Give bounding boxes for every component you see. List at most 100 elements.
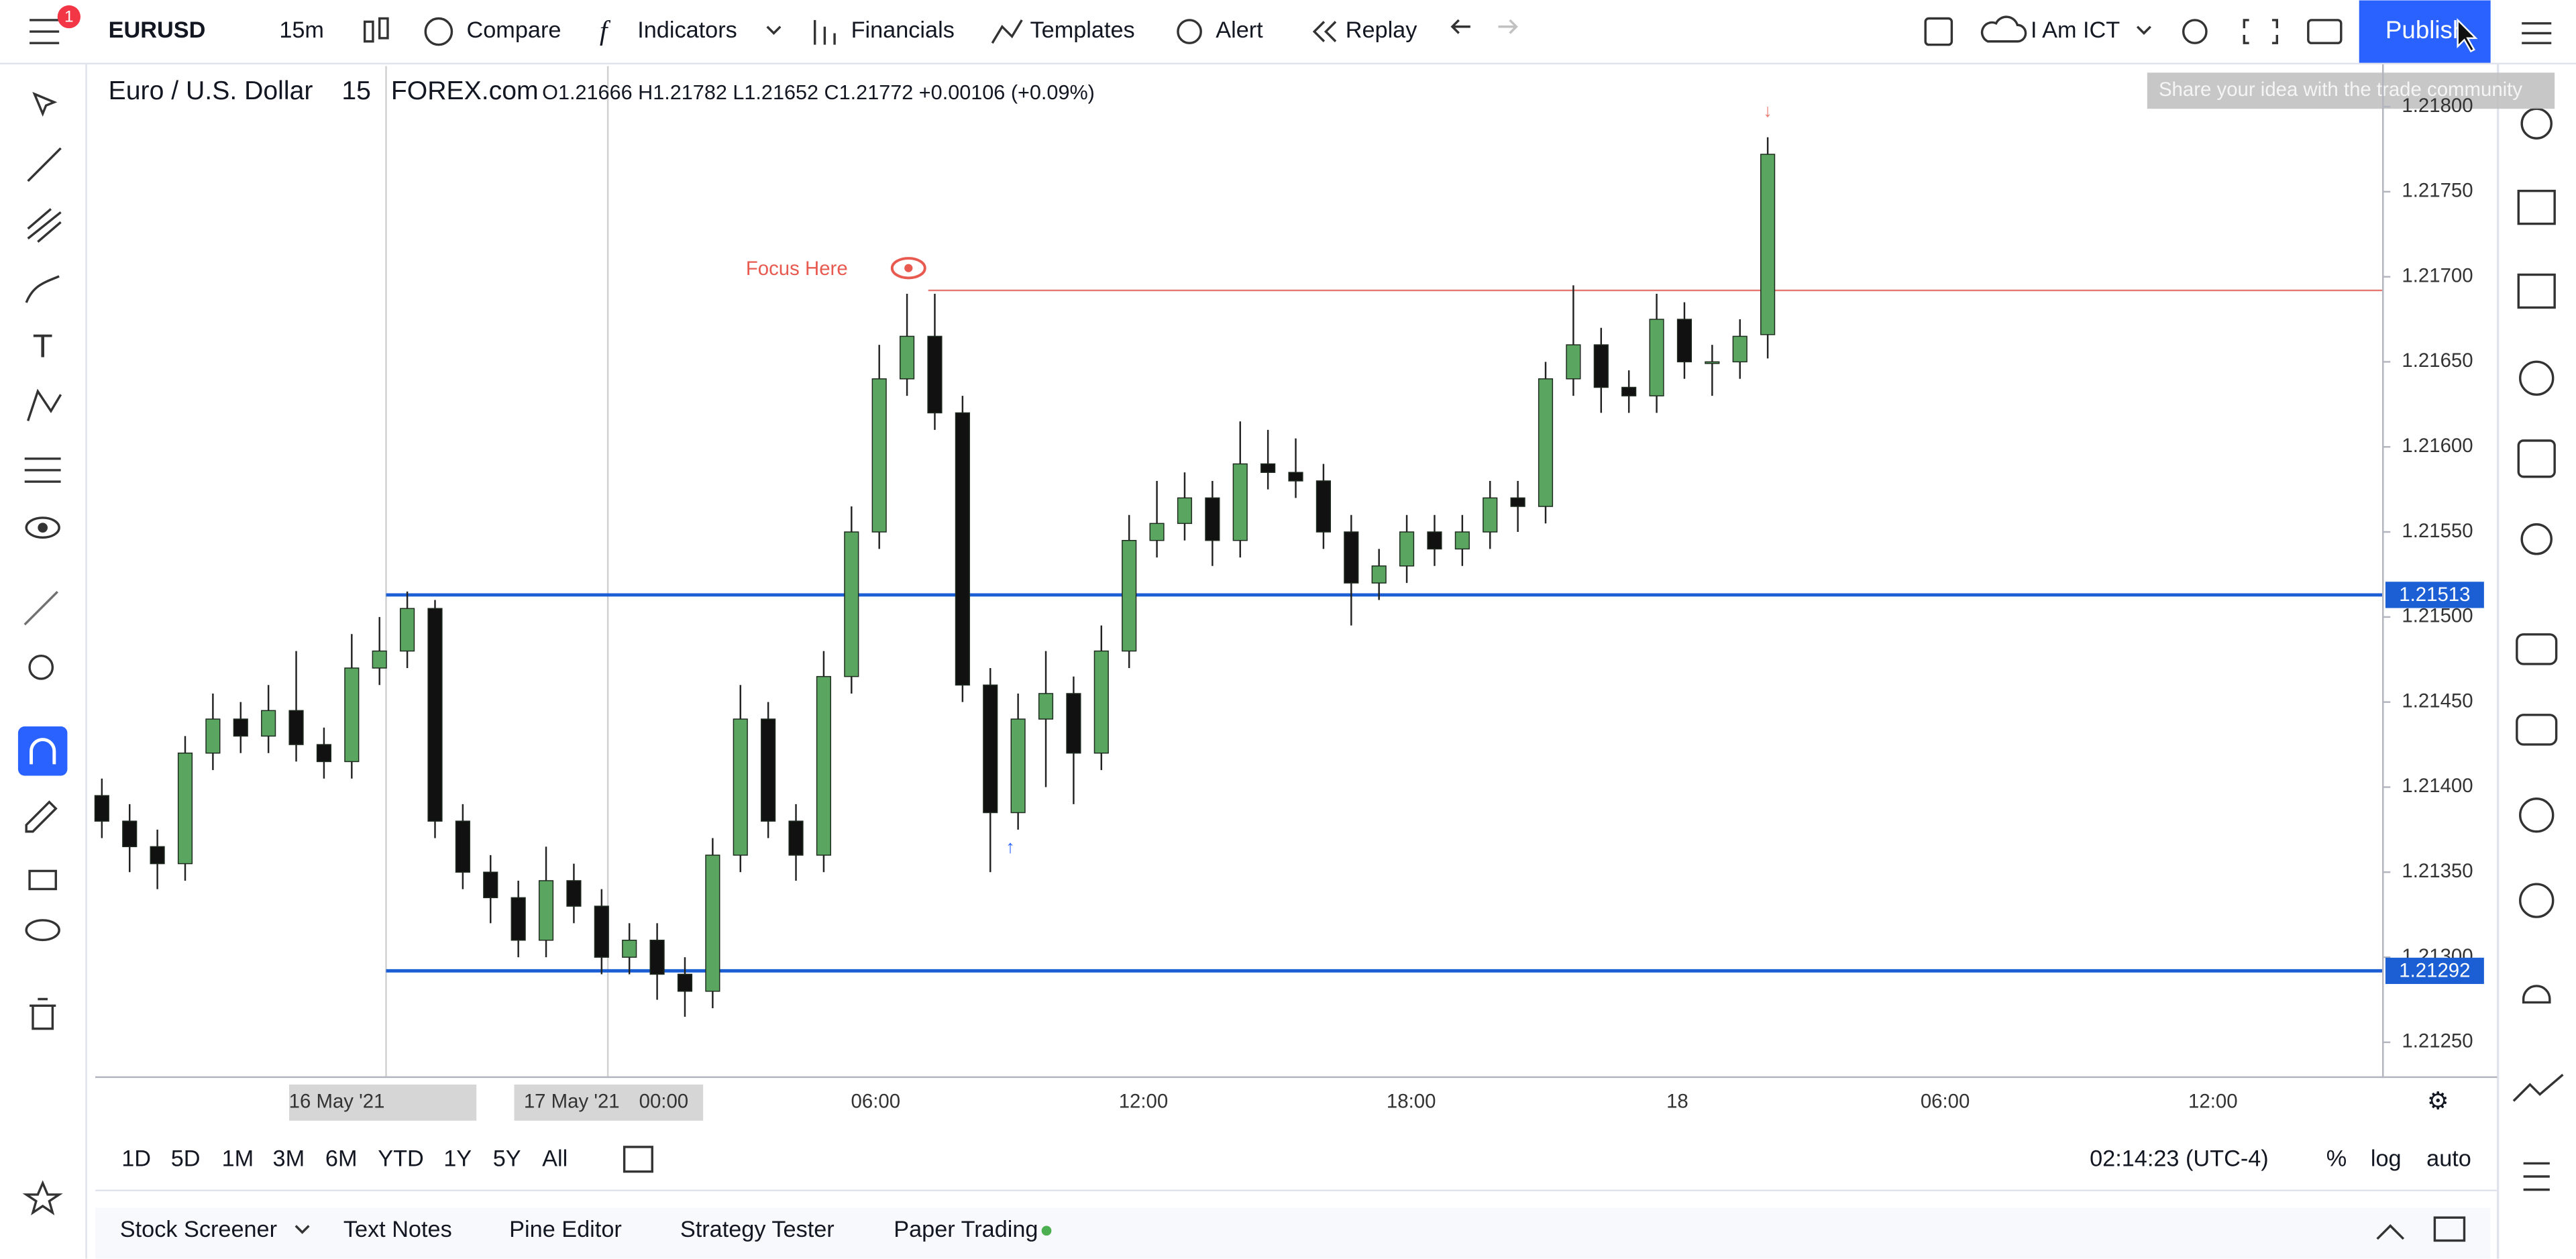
hotlist[interactable] [2519,360,2555,396]
candle-body [1760,154,1776,335]
broadcast[interactable] [2519,883,2555,918]
dropdown[interactable] [766,25,782,35]
date-range-icon[interactable] [623,1146,653,1173]
account[interactable]: I Am ICT [2031,17,2120,43]
text-tool[interactable]: T [33,329,53,365]
candle-body [1260,463,1276,474]
prediction-tool[interactable] [24,457,61,483]
redo[interactable] [1498,19,1518,34]
bottom-tab[interactable]: Pine Editor [509,1217,622,1242]
percent-toggle[interactable]: % [2326,1146,2347,1172]
zoom-tool[interactable] [28,654,54,680]
timeframe[interactable]: 1M [222,1146,254,1172]
compare[interactable]: Compare [467,17,561,43]
cursor-tool[interactable] [32,91,58,117]
financials[interactable]: Financials [851,17,955,43]
candle-body [400,608,415,652]
ruler-tool[interactable] [23,590,58,626]
candle-body [649,939,665,975]
trash-tool[interactable] [30,997,56,1030]
candle-body [594,906,609,958]
chats[interactable] [2516,633,2558,665]
notifications[interactable] [2522,985,2551,1004]
alert[interactable]: Alert [1216,17,1263,43]
bottom-tab[interactable]: Paper Trading [894,1217,1038,1242]
templates-icon [991,19,1023,44]
log-toggle[interactable]: log [2371,1146,2402,1172]
x-tick-label: 06:00 [851,1091,901,1113]
dom[interactable] [2523,1162,2550,1191]
y-tick-label: 1.21800 [2402,95,2473,117]
left-toolbar: T [17,64,87,1259]
messages[interactable] [2516,714,2558,746]
symbol[interactable]: EURUSD [109,17,206,43]
streams[interactable] [2519,798,2555,833]
eye-annotation [890,257,926,280]
timeframe[interactable]: YTD [378,1146,424,1172]
time-axis-settings[interactable]: ⚙ [2427,1087,2449,1115]
replay[interactable]: Replay [1346,17,1418,43]
y-tick-label: 1.21500 [2402,605,2473,627]
camera-icon[interactable] [2307,19,2343,44]
indicators[interactable]: Indicators [637,17,737,43]
alert-icon [1177,19,1202,44]
trading[interactable] [2512,1073,2564,1102]
pattern-tool[interactable] [27,388,62,422]
publish[interactable]: Publish [2385,16,2466,44]
timeframe[interactable]: 6M [325,1146,358,1172]
bottom-tab[interactable]: Strategy Tester [680,1217,835,1242]
candle-body [761,718,776,822]
ideas[interactable] [2517,273,2556,309]
auto-toggle[interactable]: auto [2426,1146,2471,1172]
layout-icon[interactable] [1924,17,1953,46]
undo[interactable] [1450,19,1470,34]
timeframe[interactable]: All [542,1146,568,1172]
bottom-tab[interactable]: Stock Screener [120,1217,277,1242]
maximize[interactable] [2433,1216,2466,1242]
plot [94,137,2383,1017]
magnet-tool[interactable] [17,726,68,776]
fib-tool[interactable] [27,208,62,243]
lock-draw-tool[interactable] [25,800,58,833]
timeframe[interactable]: 1D [121,1146,151,1172]
timeframe[interactable]: 5Y [493,1146,521,1172]
calendar[interactable] [2517,439,2556,478]
candle-body [1621,386,1637,396]
dropdown[interactable] [294,1225,310,1234]
menu-icon[interactable] [30,19,60,44]
favorites[interactable] [22,1180,63,1215]
timeframe[interactable]: 3M [273,1146,305,1172]
candle-body [316,744,332,763]
timeframe[interactable]: 5D [171,1146,201,1172]
lock-tool[interactable] [28,869,57,891]
badge [57,5,80,29]
bottom-tab[interactable]: Text Notes [343,1217,452,1242]
collapse[interactable] [2376,1224,2405,1240]
y-tick-label: 1.21250 [2402,1030,2473,1052]
timeframe[interactable]: 1Y [443,1146,472,1172]
brush-tool[interactable] [25,275,60,303]
replay-icon [1312,21,1337,42]
candle-body [705,855,720,992]
candle-body [1705,361,1720,364]
eye-tool[interactable] [25,516,60,539]
candle-body [1149,523,1165,541]
fullscreen-icon[interactable] [2243,19,2278,44]
news[interactable] [2517,189,2556,225]
ideas-stream[interactable] [2520,523,2553,555]
settings-icon[interactable] [2182,19,2208,44]
candle-body [1427,531,1442,550]
chart-type-icon[interactable] [363,17,389,43]
candle-body [483,871,498,899]
price-label: 1.21292 [2399,959,2470,981]
interval[interactable]: 15m [279,17,324,43]
watchlist[interactable] [2522,22,2552,44]
dropdown[interactable] [2136,25,2151,35]
financials-icon [813,19,836,45]
candle-body [177,753,193,865]
hide-tool[interactable] [25,919,60,942]
x-tick-label: 17 May '21 [524,1091,620,1113]
trend-line-tool[interactable] [27,147,62,182]
templates[interactable]: Templates [1030,17,1135,43]
y-tick-label: 1.21600 [2402,435,2473,457]
